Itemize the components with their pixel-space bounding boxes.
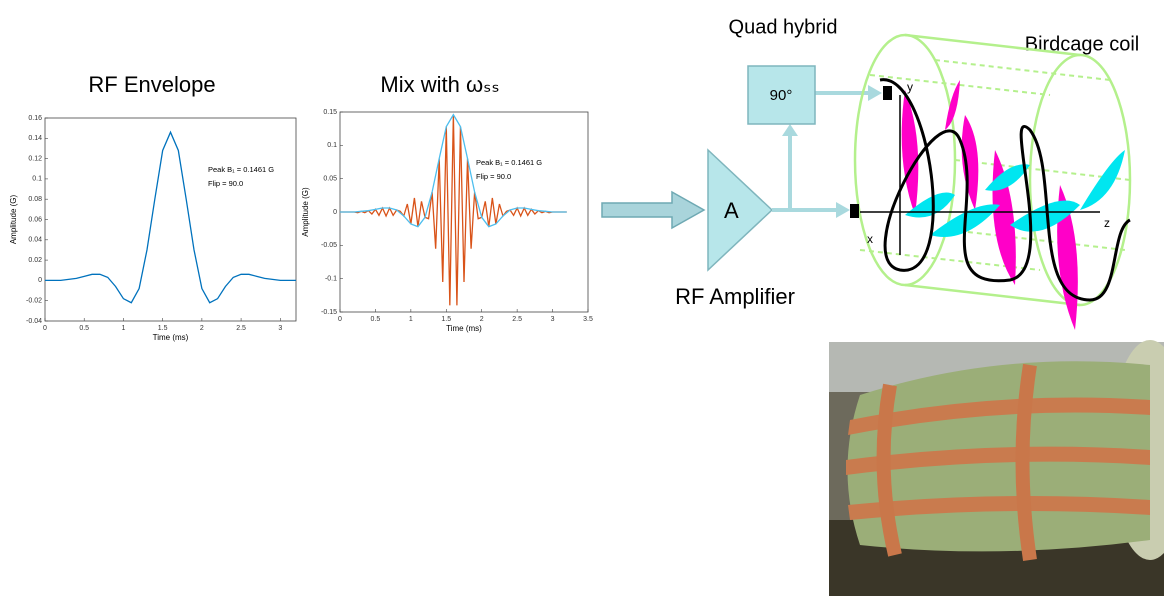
arrow-head — [836, 202, 850, 218]
coil-label: Birdcage coil — [1025, 33, 1140, 55]
hybrid-box — [747, 65, 816, 125]
y-tick-label: 0.08 — [28, 196, 42, 203]
y-tick-label: 0.16 — [28, 115, 42, 122]
axis-y: y — [907, 80, 913, 94]
connections — [772, 91, 870, 212]
y-tick-label: 0 — [333, 209, 337, 216]
x-tick-label: 0 — [43, 325, 47, 332]
x-tick-label: 2 — [200, 325, 204, 332]
x-tick-label: 3.5 — [583, 316, 593, 323]
y-tick-label: 0.14 — [28, 135, 42, 142]
y-axis-label: Amplitude (G) — [9, 194, 18, 244]
x-tick-label: 2 — [480, 316, 484, 323]
x-axis-label: Time (ms) — [153, 333, 189, 342]
x-tick-label: 1 — [121, 325, 125, 332]
y-axis-label: Amplitude (G) — [301, 187, 310, 237]
x-axis-label: Time (ms) — [446, 324, 482, 333]
x-tick-label: 0 — [338, 316, 342, 323]
y-tick-label: -0.05 — [321, 242, 337, 249]
annotation: Peak B₁ = 0.1461 G — [476, 158, 542, 167]
amplifier-label: RF Amplifier — [675, 284, 795, 309]
y-tick-label: 0.06 — [28, 216, 42, 223]
y-tick-label: 0.05 — [323, 176, 337, 183]
chart-title: Mix with ωₛₛ — [380, 72, 499, 97]
y-tick-label: 0.02 — [28, 257, 42, 264]
y-tick-label: -0.04 — [26, 318, 42, 325]
axis-x: x — [867, 232, 873, 246]
x-tick-label: 2.5 — [512, 316, 522, 323]
x-tick-label: 1 — [409, 316, 413, 323]
y-tick-label: 0.12 — [28, 155, 42, 162]
hybrid-label: Quad hybrid — [729, 16, 838, 38]
annotation: Flip = 90.0 — [208, 179, 243, 188]
x-tick-label: 0.5 — [371, 316, 381, 323]
y-tick-label: 0.15 — [323, 109, 337, 116]
y-tick-label: 0.1 — [327, 142, 337, 149]
y-tick-label: 0.04 — [28, 237, 42, 244]
hybrid-phase: 90° — [770, 87, 793, 104]
y-tick-label: 0 — [38, 277, 42, 284]
plot-area — [44, 117, 297, 322]
annotation: Peak B₁ = 0.1461 G — [208, 165, 274, 174]
x-tick-label: 3 — [551, 316, 555, 323]
coil-photo — [829, 340, 1164, 596]
port — [850, 204, 859, 218]
amplifier — [707, 148, 774, 272]
x-tick-label: 0.5 — [79, 325, 89, 332]
x-tick-label: 3 — [278, 325, 282, 332]
y-tick-label: -0.02 — [26, 298, 42, 305]
port — [883, 86, 892, 100]
x-tick-label: 1.5 — [441, 316, 451, 323]
x-tick-label: 1.5 — [158, 325, 168, 332]
y-tick-label: -0.15 — [321, 309, 337, 316]
axis-z: z — [1104, 216, 1110, 230]
y-tick-label: -0.1 — [325, 276, 337, 283]
chart-title: RF Envelope — [88, 72, 215, 97]
x-tick-label: 2.5 — [236, 325, 246, 332]
y-tick-label: 0.1 — [32, 176, 42, 183]
amplifier-symbol: A — [724, 198, 739, 223]
flow-arrow — [601, 190, 706, 230]
annotation: Flip = 90.0 — [476, 172, 511, 181]
coil — [853, 33, 1132, 330]
arrow-head — [868, 85, 882, 101]
arrow-head — [782, 124, 798, 136]
data-line — [45, 130, 296, 304]
data-line — [340, 113, 567, 228]
